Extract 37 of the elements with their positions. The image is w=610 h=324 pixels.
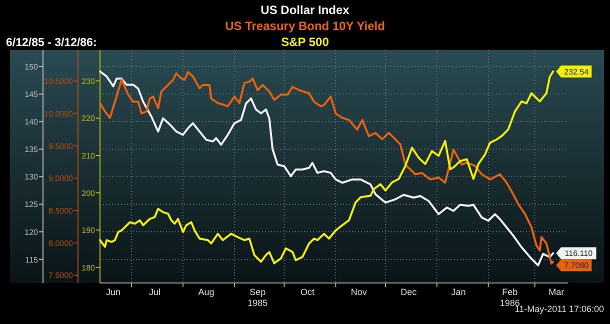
y-tick-label: 140 bbox=[24, 118, 39, 127]
y3-tick-label: 190 bbox=[82, 226, 96, 236]
y-tick-label: 135 bbox=[24, 145, 39, 154]
y3-tick-label: 200 bbox=[82, 188, 96, 198]
x-tick-label: Oct bbox=[300, 287, 315, 297]
y2-tick-label: 8.0000 bbox=[48, 238, 74, 248]
y3-tick-label: 180 bbox=[82, 263, 96, 272]
x-tick-label: Sep 1985 bbox=[248, 287, 268, 308]
x-tick-label: Jul bbox=[149, 287, 161, 297]
x-tick-label: Nov bbox=[350, 287, 368, 297]
x-tick-label: Mar bbox=[548, 287, 564, 297]
y-tick-label: 150 bbox=[24, 62, 39, 72]
x-tick-label: Jun bbox=[106, 287, 121, 297]
y2-tick-label: 8.5000 bbox=[48, 206, 74, 216]
y-tick-label: 120 bbox=[24, 228, 39, 237]
data-label: 7.7080 bbox=[564, 261, 590, 270]
y2-tick-label: 10.0000 bbox=[44, 109, 74, 118]
text: S&P 500 bbox=[281, 35, 330, 49]
y3-tick-label: 220 bbox=[82, 114, 96, 124]
x-tick-label: Jan bbox=[451, 287, 466, 297]
data-label: 116.110 bbox=[564, 249, 594, 258]
y-tick-label: 125 bbox=[24, 200, 39, 210]
text: US Dollar Index bbox=[260, 3, 350, 17]
chart-subtitle: 6/12/85 - 3/12/86: bbox=[6, 37, 97, 49]
y3-tick-label: 210 bbox=[82, 152, 96, 160]
y2-tick-label: 9.5000 bbox=[48, 142, 74, 151]
text: US Treasury Bond 10Y Yield bbox=[225, 19, 385, 33]
data-label: 232.54 bbox=[564, 67, 590, 76]
y-tick-label: 115 bbox=[25, 255, 39, 264]
x-tick-label: Dec bbox=[400, 287, 418, 297]
y2-tick-label: 10.5000 bbox=[44, 77, 74, 86]
x-tick-label: Aug bbox=[198, 287, 214, 297]
y-tick-label: 130 bbox=[24, 172, 39, 182]
y2-tick-label: 9.0000 bbox=[48, 174, 74, 184]
y2-tick-label: 7.5000 bbox=[48, 271, 74, 280]
y3-tick-label: 230 bbox=[82, 76, 96, 86]
y-tick-label: 145 bbox=[24, 90, 39, 100]
